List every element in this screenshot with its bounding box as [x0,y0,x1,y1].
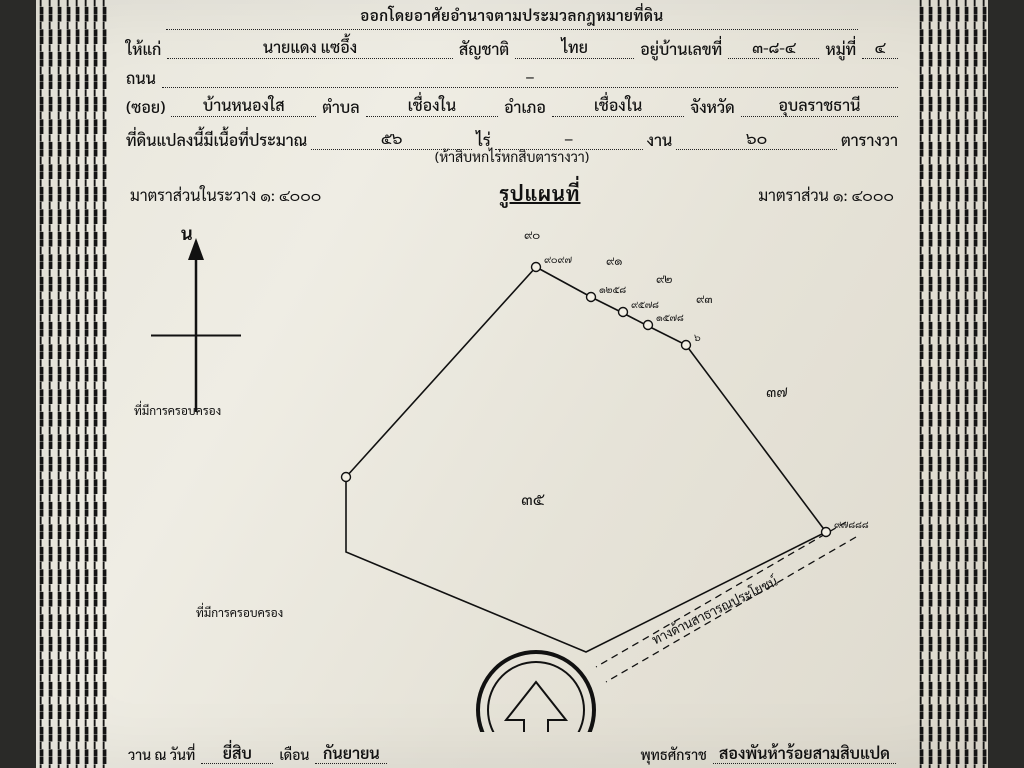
svg-text:๑๕๗๘: ๑๕๗๘ [656,311,684,324]
north-label: น [181,222,193,245]
month-label: เดือน [279,746,309,764]
owner-name: นายแดง แซอึ้ง [167,36,453,59]
nationality-label: สัญชาติ [459,38,509,59]
header-line-2: ออกโดยอาศัยอำนาจตามประมวลกฎหมายที่ดิน [126,6,898,25]
ornamental-border-left: ▌██▌██▌██▌██▌██▌██▌██▌██▌██▌██▌██▌██▌██▌… [36,0,114,768]
svg-text:๑๒๕๘: ๑๒๕๘ [599,283,626,296]
date-day: ยี่สิบ [201,742,273,764]
adj-plot-a: ๙๐ [524,226,540,242]
scale-right: มาตราส่วน ๑: ๔๐๐๐ [758,184,894,205]
adj-plot-c: ๙๒ [656,270,673,286]
tambon-label: ตำบล [322,96,359,117]
date-month: กันยายน [315,742,387,764]
moo-label: หมู่ที่ [825,38,856,59]
land-map: ๙๐๙๗๑๒๕๘๙๕๗๘๑๕๗๘๖๙๗๘๘๘ น ที่มีการครอบครอ… [126,212,898,712]
province-label: จังหวัด [690,96,735,117]
nationality: ไทย [515,36,634,59]
rai-label: ไร่ [476,129,490,150]
amphoe: เชื่องใน [552,94,684,117]
date-year: สองพันห้าร้อยสามสิบแปด [713,742,896,764]
adj-plot-b: ๙๑ [606,252,622,268]
center-plot-no: ๓๕ [521,487,544,509]
svg-text:๙๗๘๘๘: ๙๗๘๘๘ [834,518,869,531]
adj-plot-right: ๓๗ [766,382,788,401]
amphoe-label: อำเภอ [504,96,546,117]
issue-date-row: วาน ณ วันที่ ยี่สิบ เดือน กันยายน พุทธศั… [126,742,898,764]
area-wa: ๖๐ [676,127,837,150]
province: อุบลราชธานี [741,94,898,117]
tambon: เชื่องใน [366,94,498,117]
soi-label: (ซอย) [126,96,165,117]
svg-text:๙๐๙๗: ๙๐๙๗ [544,253,572,266]
area-rai: ๕๖ [311,127,472,150]
adj-plot-d: ๙๓ [696,290,713,306]
area-prefix: ที่ดินแปลงนี้มีเนื้อที่ประมาณ [126,129,307,150]
scale-left: มาตราส่วนในระวาง ๑: ๔๐๐๐ [130,184,321,205]
svg-text:๖: ๖ [694,331,701,344]
moo: ๔ [862,36,898,59]
address-label: อยู่บ้านเลขที่ [640,38,722,59]
svg-text:๙๕๗๘: ๙๕๗๘ [631,298,659,311]
area-ngan: – [495,127,643,150]
area-words: (ห้าสิบหกไร่หกสิบตารางวา) [126,148,898,166]
address-no: ๓-๘-๔ [728,36,819,59]
to-label: ให้แก่ [126,38,161,59]
year-label: พุทธศักราช [640,746,706,764]
road-row: ถนน – [126,65,898,88]
location-row: (ซอย) บ้านหนองใส ตำบล เชื่องใน อำเภอ เชื… [126,94,898,117]
area-row: ที่ดินแปลงนี้มีเนื้อที่ประมาณ ๕๖ ไร่ – ง… [126,127,898,150]
wa-label: ตารางวา [841,129,898,150]
neighbor-left-1: ที่มีการครอบครอง [134,402,221,418]
scale-row: มาตราส่วนในระวาง ๑: ๔๐๐๐ รูปแผนที่ มาตรา… [126,180,898,206]
soi: บ้านหนองใส [171,94,316,117]
ornamental-border-right: ▌██▌██▌██▌██▌██▌██▌██▌██▌██▌██▌██▌██▌██▌… [910,0,988,768]
neighbor-left-2: ที่มีการครอบครอง [196,604,283,620]
date-prefix: วาน ณ วันที่ [128,746,195,764]
map-title: รูปแผนที่ [499,180,580,206]
owner-row: ให้แก่ นายแดง แซอึ้ง สัญชาติ ไทย อยู่บ้า… [126,36,898,59]
document-content: ออกโดยอาศัยอำนาจตามประมวลกฎหมายที่ดิน ให… [126,0,898,768]
road: – [162,65,898,88]
document-paper: ▌██▌██▌██▌██▌██▌██▌██▌██▌██▌██▌██▌██▌██▌… [36,0,988,768]
road-label: ถนน [126,67,156,88]
ngan-label: งาน [647,129,673,150]
